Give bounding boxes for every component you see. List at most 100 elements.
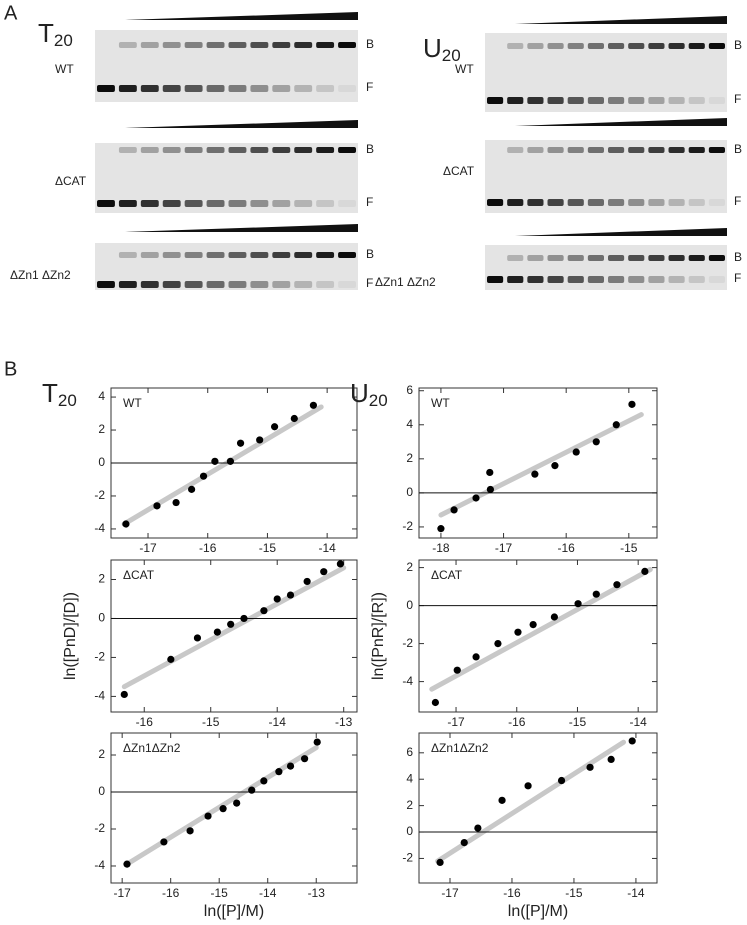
x-tick-label: -15 [620,541,638,555]
data-point [486,468,494,477]
free-band [628,199,645,206]
data-point [160,838,168,846]
plot-frame [110,732,358,884]
x-tick-label: -13 [308,886,326,900]
blot-label: ΔCAT [443,164,475,178]
bound-band [206,252,225,258]
plot-annotation: ΔZn1ΔZn2 [431,741,489,755]
y-tick-label: -2 [402,519,413,533]
bound-band [668,43,685,49]
column-title: T20 [42,378,77,411]
blot-label: ΔZn1 ΔZn2 [10,268,71,282]
data-point [628,737,636,745]
free-band [272,85,291,92]
blot-label: ΔCAT [55,174,87,188]
free-band [206,85,225,92]
data-point [320,568,328,576]
gel [485,33,727,112]
bound-band [587,255,604,261]
data-point [213,628,221,636]
data-point [472,653,480,661]
data-point [453,666,461,674]
free-band [250,85,269,92]
data-point [586,763,594,771]
free-band [250,200,269,207]
free-band [527,199,544,206]
plot-annotation: WT [123,396,142,410]
bound-band [708,255,725,261]
free-band [206,200,225,207]
bound-band [587,147,604,153]
bound-band [628,147,645,153]
titration-wedge [125,12,358,20]
y-tick-label: -4 [94,689,105,703]
y-tick-label: 2 [406,451,413,465]
free-band [547,97,564,104]
data-point [188,485,196,493]
data-point [613,581,621,589]
y-axis-label: ln([PnD]/[D]) [62,592,79,680]
free-band [162,281,181,288]
free-band [97,200,115,207]
gel [95,143,358,213]
data-point [436,858,444,867]
free-band [184,85,203,92]
x-tick-label: -14 [627,886,645,900]
bound-band [567,147,584,153]
titration-wedge [515,118,727,126]
free-band [184,281,203,288]
data-point [167,655,175,663]
titration-wedge [515,16,727,24]
data-point [122,520,130,528]
free-band [608,97,625,104]
free-band [97,85,115,92]
x-tick-label: -16 [558,541,576,555]
free-band [547,276,564,283]
data-point [240,614,248,623]
free-band [567,199,584,206]
free-band [708,199,725,206]
gel [485,140,727,213]
free-band [487,97,504,104]
bound-band [184,42,203,48]
free-band [272,281,291,288]
bound-band [688,43,705,49]
free-band [608,199,625,206]
free-band [206,281,225,288]
bound-band [184,147,203,153]
title-sub: 20 [58,391,77,410]
data-point [498,796,506,804]
bound-band [228,252,247,258]
y-tick-label: 4 [98,389,105,403]
data-point [514,628,522,636]
data-point [641,567,649,576]
data-point [431,698,439,707]
data-point [494,640,502,648]
free-band [587,276,604,283]
y-tick-label: 0 [98,611,105,625]
bound-band [507,255,524,261]
bound-band [272,42,291,48]
free-band [567,276,584,283]
free-band [648,276,665,283]
x-tick-label: -17 [139,541,157,555]
free-band [140,281,159,288]
data-point [204,812,212,820]
free-band [338,200,356,207]
bound-band [708,147,725,153]
data-point [628,400,636,408]
data-point [172,498,180,507]
title-main: U [423,33,442,63]
bound-band [567,255,584,261]
bound-band [628,255,645,261]
blot-label: ΔZn1 ΔZn2 [375,275,436,289]
band-label: F [734,92,741,106]
data-point [153,502,161,510]
bound-band [140,147,159,153]
title-main: T [42,378,58,408]
x-tick-label: -15 [569,715,587,729]
bound-band [628,43,645,49]
free-band [97,281,115,288]
x-tick-label: -15 [259,541,277,555]
bound-band [272,252,291,258]
